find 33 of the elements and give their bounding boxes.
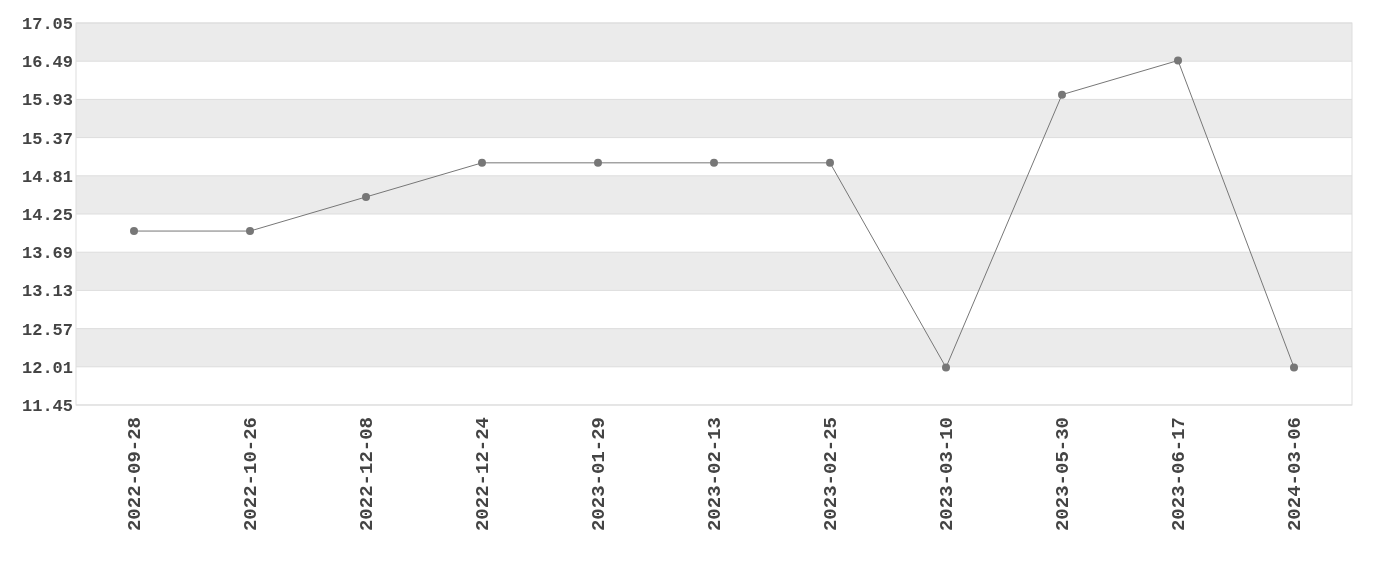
point [942, 363, 950, 372]
y-tick-label: 15.37 [21, 129, 73, 149]
point [1290, 363, 1298, 372]
point [594, 158, 602, 167]
x-tick-label: 2023-05-30 [1052, 417, 1074, 532]
x-tick-label: 2024-03-06 [1284, 417, 1306, 532]
y-tick-label: 15.93 [21, 91, 73, 111]
x-tick-label: 2023-02-13 [704, 417, 726, 532]
point [826, 158, 834, 167]
y-tick-label: 11.45 [21, 396, 73, 416]
point [1058, 90, 1066, 99]
x-tick-label: 2022-09-28 [124, 417, 146, 532]
x-tick-label: 2022-10-26 [240, 417, 262, 532]
y-tick-label: 17.05 [21, 14, 73, 34]
y-tick-label: 12.01 [21, 358, 73, 378]
point [478, 158, 486, 167]
point [246, 227, 254, 236]
x-tick-label: 2023-02-25 [820, 417, 842, 532]
point [362, 192, 370, 201]
y-tick-label: 16.49 [21, 53, 73, 73]
point [1174, 56, 1182, 65]
x-tick-label: 2022-12-08 [356, 417, 378, 532]
y-tick-label: 13.69 [21, 244, 73, 264]
point [130, 227, 138, 236]
x-tick-label: 2023-03-10 [936, 417, 958, 532]
y-tick-label: 14.25 [21, 205, 73, 225]
point [710, 158, 718, 167]
x-tick-label: 2023-06-17 [1168, 417, 1190, 532]
y-tick-label: 12.57 [21, 320, 73, 340]
x-tick-label: 2023-01-29 [588, 417, 610, 532]
y-tick-label: 13.13 [21, 282, 73, 302]
y-tick-label: 14.81 [21, 167, 73, 187]
x-tick-label: 2022-12-24 [472, 417, 494, 532]
